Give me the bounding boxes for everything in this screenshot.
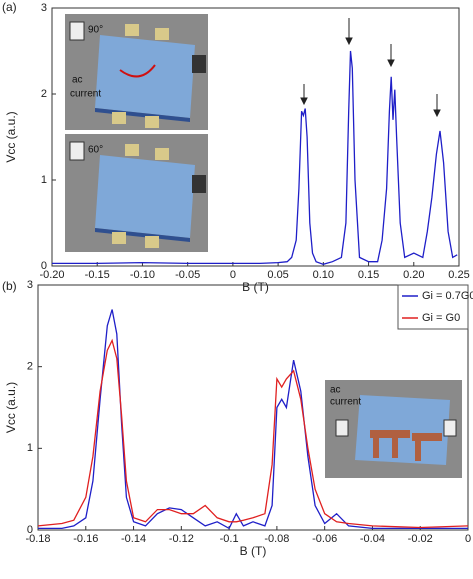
y-axis-label: Vcc (a.u.) <box>4 382 18 433</box>
x-tick-label: 0.10 <box>313 269 334 281</box>
x-tick-label: -0.08 <box>264 533 289 545</box>
x-tick-label: -0.1 <box>220 533 239 545</box>
y-tick-label: 3 <box>41 2 47 14</box>
y-tick-label: 0 <box>41 260 47 272</box>
y-tick-label: 0 <box>27 524 33 536</box>
y-tick-label: 2 <box>27 361 33 373</box>
x-tick-label: 0 <box>230 269 236 281</box>
inset-a-top <box>65 14 208 130</box>
x-tick-label: -0.14 <box>121 533 146 545</box>
legend-box <box>397 284 469 330</box>
annotation: ac <box>72 75 83 86</box>
inset-b <box>325 380 462 478</box>
x-tick-label: -0.12 <box>169 533 194 545</box>
annotation: current <box>330 397 361 408</box>
x-axis-label: B (T) <box>240 544 267 558</box>
legend-label: Gi = G0 <box>422 312 460 324</box>
data-line <box>37 338 469 529</box>
plot-frame <box>37 284 469 531</box>
y-tick-label: 1 <box>41 174 47 186</box>
annotation: current <box>70 89 101 100</box>
x-tick-label: 0.05 <box>267 269 288 281</box>
y-axis-label: Vcc (a.u.) <box>4 111 18 162</box>
x-tick-label: 0.15 <box>358 269 379 281</box>
x-tick-label: -0.20 <box>39 269 64 281</box>
annotation: 60° <box>88 145 103 156</box>
x-tick-label: -0.16 <box>73 533 98 545</box>
x-axis-label: B (T) <box>242 280 269 294</box>
annotation: 90° <box>88 25 103 36</box>
panel-label: (b) <box>2 279 17 293</box>
x-tick-label: -0.15 <box>85 269 110 281</box>
x-tick-label: -0.10 <box>130 269 155 281</box>
inset-a-bottom <box>65 134 208 252</box>
x-tick-label: -0.04 <box>360 533 385 545</box>
y-tick-label: 2 <box>41 88 47 100</box>
x-tick-label: -0.18 <box>25 533 50 545</box>
x-tick-label: 0 <box>465 533 471 545</box>
x-tick-label: -0.06 <box>312 533 337 545</box>
x-tick-label: -0.02 <box>408 533 433 545</box>
annotation: ac <box>330 385 341 396</box>
arrows <box>300 18 441 118</box>
y-tick-label: 1 <box>27 442 33 454</box>
x-tick-label: 0.20 <box>403 269 424 281</box>
plot-frame <box>51 7 460 267</box>
data-line <box>38 309 468 530</box>
data-line <box>52 50 458 265</box>
legend-label: Gi = 0.7G0 <box>422 290 473 302</box>
y-tick-label: 3 <box>27 279 33 291</box>
x-tick-label: 0.25 <box>448 269 469 281</box>
panel-label: (a) <box>2 0 17 14</box>
x-tick-label: -0.05 <box>175 269 200 281</box>
